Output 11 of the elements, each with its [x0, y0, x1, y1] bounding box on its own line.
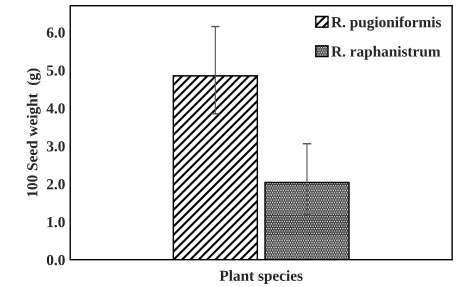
y-tick-label: 6.0: [46, 27, 65, 38]
x-axis-title: Plant species: [220, 270, 303, 284]
y-tick-label: 5.0: [46, 65, 65, 76]
y-tick-label: 0.0: [46, 254, 65, 266]
legend-label: R. pugioniformis: [331, 16, 442, 31]
legend-label: R. raphanistrum: [331, 46, 440, 60]
y-axis-title: 100 Seed weight (g): [26, 68, 41, 196]
y-tick-label: 1.0: [47, 216, 65, 228]
y-tick-label: 3.0: [46, 141, 65, 152]
y-tick-label: 4.0: [46, 103, 65, 114]
y-tick-label: 2.0: [46, 179, 65, 190]
